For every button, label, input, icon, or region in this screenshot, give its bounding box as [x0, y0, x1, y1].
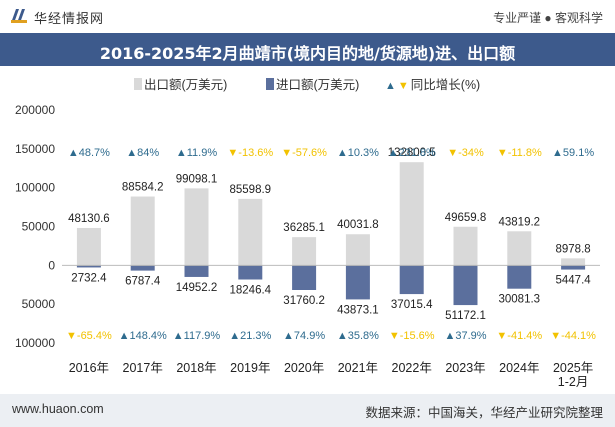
export-bar [238, 198, 263, 266]
import-value-label: 14952.2 [176, 282, 218, 294]
export-growth-label: ▲84% [126, 147, 159, 159]
x-tick-label: 2019年 [230, 361, 270, 375]
legend-growth: ▲ ▼ 同比增长(%) [385, 74, 480, 93]
import-growth-label: ▲21.3% [229, 330, 271, 342]
import-growth-label: ▼-41.4% [496, 330, 542, 342]
import-value-label: 30081.3 [499, 294, 541, 306]
export-growth-label: ▼-34% [447, 147, 484, 159]
export-value-label: 99098.1 [176, 173, 218, 185]
y-tick-label: 0 [48, 258, 55, 272]
export-growth-label: ▲59.1% [552, 147, 594, 159]
import-growth-label: ▲117.9% [173, 330, 221, 342]
import-bar [561, 265, 586, 270]
footer: www.huaon.com 数据来源：中国海关，华经产业研究院整理 [0, 394, 615, 427]
export-growth-label: ▲10.3% [337, 147, 379, 159]
import-growth-label: ▲148.4% [119, 330, 167, 342]
import-growth-label: ▼-15.6% [389, 330, 435, 342]
y-tick-label: 50000 [22, 220, 56, 234]
title-bar: 2016-2025年2月曲靖市(境内目的地/货源地)进、出口额 [0, 33, 615, 66]
footer-source: 数据来源：中国海关，华经产业研究院整理 [365, 406, 603, 420]
y-tick-label: 150000 [15, 142, 55, 156]
import-value-label: 31760.2 [283, 295, 325, 307]
import-bar [184, 265, 209, 277]
x-tick-label: 2021年 [338, 361, 378, 375]
x-tick-label: 2023年 [445, 361, 485, 375]
top-bar: 华经情报网 专业严谨 ● 客观科学 [0, 0, 615, 33]
export-bar [130, 196, 155, 266]
export-value-label: 40031.8 [337, 219, 379, 231]
export-bar [345, 234, 370, 266]
legend-export-label: 出口额(万美元) [144, 78, 228, 92]
export-value-label: 43819.2 [499, 216, 541, 228]
y-tick-label: 100000 [15, 181, 55, 195]
export-bar [453, 226, 478, 266]
x-tick-label: 2016年 [69, 361, 109, 375]
x-tick-label: 2017年 [123, 361, 163, 375]
chart-title: 2016-2025年2月曲靖市(境内目的地/货源地)进、出口额 [99, 44, 516, 63]
import-bar [130, 265, 155, 271]
x-tick-label: 2018年 [176, 361, 216, 375]
export-value-label: 85598.9 [230, 184, 272, 196]
legend-import-label: 进口额(万美元) [276, 78, 360, 92]
legend-import: 进口额(万美元) [266, 74, 359, 93]
y-tick-label: 200000 [15, 103, 55, 117]
export-value-label: 36285.1 [283, 222, 325, 234]
import-growth-label: ▼-65.4% [66, 330, 112, 342]
export-growth-label: ▲231.8% [388, 147, 436, 159]
import-bar [345, 265, 370, 300]
export-growth-label: ▼-57.6% [281, 147, 327, 159]
legend-export-swatch [134, 78, 142, 90]
import-bar [238, 265, 263, 280]
down-triangle-icon: ▼ [397, 80, 409, 92]
legend-growth-label: 同比增长(%) [410, 78, 481, 92]
export-value-label: 8978.8 [556, 243, 591, 255]
export-bar [507, 231, 532, 266]
y-tick-label: 50000 [22, 297, 56, 311]
import-value-label: 18246.4 [230, 285, 272, 297]
import-bar [76, 265, 101, 268]
x-tick-label: 1-2月 [558, 375, 589, 389]
x-tick-label: 2022年 [392, 361, 432, 375]
legend-import-swatch [266, 78, 274, 90]
import-value-label: 2732.4 [71, 272, 107, 284]
import-value-label: 5447.4 [556, 275, 592, 287]
footer-url: www.huaon.com [12, 402, 104, 416]
import-value-label: 37015.4 [391, 299, 433, 311]
export-bar [292, 237, 317, 266]
export-bar [561, 258, 586, 266]
legend-export: 出口额(万美元) [134, 74, 227, 93]
import-growth-label: ▲35.8% [337, 330, 379, 342]
import-bar [399, 265, 424, 295]
import-growth-label: ▼-44.1% [550, 330, 596, 342]
tagline: 专业严谨 ● 客观科学 [493, 11, 603, 25]
site-name: 华经情报网 [34, 11, 105, 26]
import-bar [507, 265, 532, 289]
import-bar [453, 265, 478, 306]
export-growth-label: ▲11.9% [176, 147, 217, 159]
bar-chart: 200000 150000 100000 50000 0 50000 100000 48130… [15, 103, 600, 389]
export-value-label: 88584.2 [122, 182, 164, 194]
export-bar [76, 227, 101, 266]
import-value-label: 6787.4 [125, 276, 161, 288]
x-tick-label: 2024年 [499, 361, 539, 375]
x-tick-label: 2025年 [553, 361, 593, 375]
export-growth-label: ▼-11.8% [497, 147, 542, 159]
huajing-logo-icon [11, 9, 27, 23]
y-tick-label: 100000 [15, 336, 55, 350]
import-bar [292, 265, 317, 291]
export-value-label: 49659.8 [445, 212, 487, 224]
import-value-label: 43873.1 [337, 304, 379, 316]
import-growth-label: ▲37.9% [444, 330, 486, 342]
x-tick-label: 2020年 [284, 361, 324, 375]
import-growth-label: ▲74.9% [283, 330, 325, 342]
export-growth-label: ▲48.7% [68, 147, 110, 159]
export-bar [399, 162, 424, 266]
import-value-label: 51172.1 [445, 310, 486, 322]
export-value-label: 48130.6 [68, 213, 110, 225]
export-value-label: 132800.5 [388, 147, 436, 159]
up-triangle-icon: ▲ [385, 80, 396, 92]
export-growth-label: ▼-13.6% [227, 147, 273, 159]
export-bar [184, 188, 209, 266]
